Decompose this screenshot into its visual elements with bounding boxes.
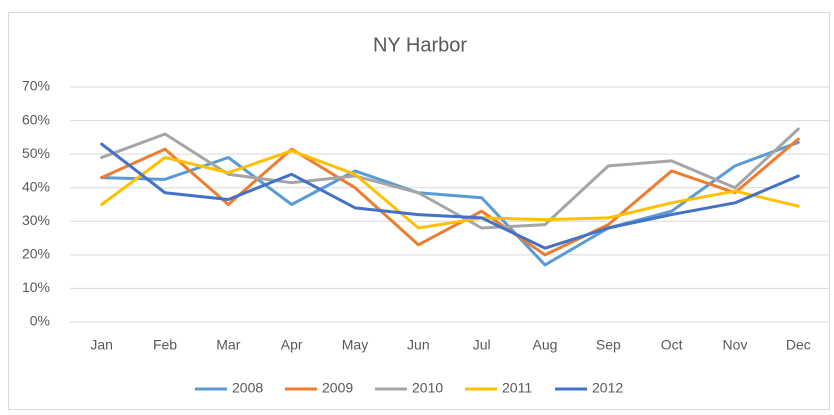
y-tick-label: 70%	[22, 78, 50, 94]
series-line	[100, 142, 800, 250]
y-tick-label: 0%	[30, 313, 50, 329]
x-tick-label: Jun	[407, 337, 430, 353]
y-tick-label: 40%	[22, 178, 50, 194]
x-tick-label: Apr	[281, 337, 303, 353]
x-tick-label: Jan	[90, 337, 113, 353]
x-tick-label: Jul	[473, 337, 491, 353]
legend-label: 2010	[412, 380, 443, 396]
x-tick-label: Dec	[786, 337, 811, 353]
legend-label: 2012	[592, 380, 623, 396]
x-tick-label: Nov	[723, 337, 748, 353]
x-tick-label: May	[342, 337, 368, 353]
x-tick-label: Aug	[533, 337, 558, 353]
y-tick-label: 10%	[22, 279, 50, 295]
x-tick-label: Oct	[661, 337, 683, 353]
x-tick-label: Feb	[153, 337, 177, 353]
y-tick-label: 60%	[22, 111, 50, 127]
y-tick-label: 30%	[22, 212, 50, 228]
chart-title: NY Harbor	[373, 34, 467, 56]
series-line	[100, 127, 800, 230]
series-line	[100, 140, 800, 267]
series-line	[100, 137, 800, 257]
series-line	[100, 149, 800, 230]
legend-label: 2008	[232, 380, 263, 396]
legend-label: 2009	[322, 380, 353, 396]
x-tick-label: Mar	[216, 337, 240, 353]
y-tick-label: 20%	[22, 246, 50, 262]
legend-label: 2011	[502, 380, 532, 396]
y-tick-label: 50%	[22, 145, 50, 161]
x-tick-label: Sep	[596, 337, 621, 353]
